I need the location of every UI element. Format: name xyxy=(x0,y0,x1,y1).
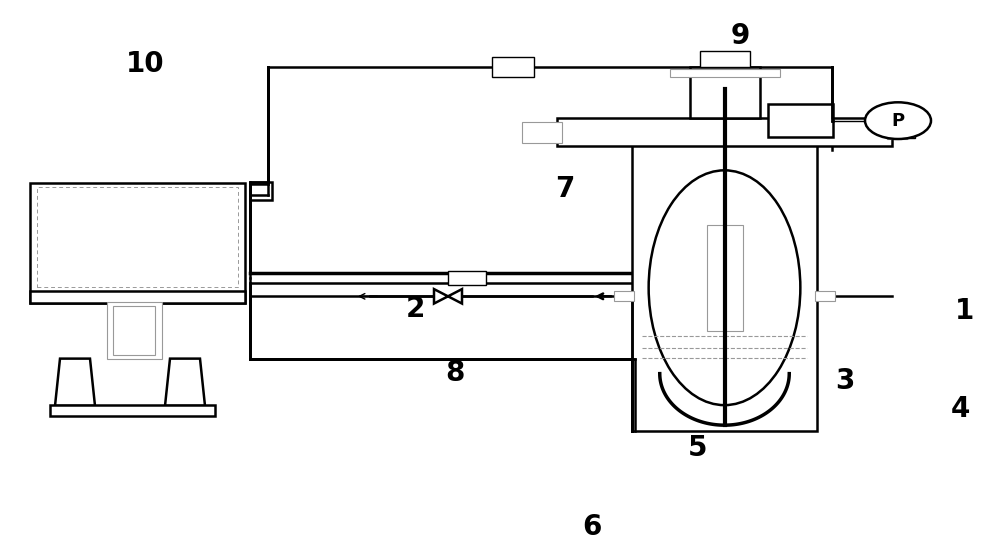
Bar xyxy=(557,118,892,146)
Bar xyxy=(492,57,534,77)
Bar xyxy=(632,145,817,431)
Bar xyxy=(700,51,750,67)
Text: 6: 6 xyxy=(582,513,602,541)
Bar xyxy=(30,183,245,303)
Text: 2: 2 xyxy=(405,295,425,322)
Text: P: P xyxy=(891,112,905,130)
Polygon shape xyxy=(434,289,448,304)
Bar xyxy=(448,271,486,285)
Bar xyxy=(815,291,835,301)
Bar xyxy=(670,69,780,77)
Bar xyxy=(614,291,634,301)
Text: 4: 4 xyxy=(950,395,970,423)
Text: 7: 7 xyxy=(555,175,575,203)
Bar xyxy=(690,67,760,118)
Bar xyxy=(30,291,245,303)
Polygon shape xyxy=(165,359,205,406)
Bar xyxy=(50,405,215,416)
Text: 3: 3 xyxy=(835,367,855,395)
Bar xyxy=(250,182,272,200)
Text: 5: 5 xyxy=(688,434,708,461)
Bar xyxy=(107,302,162,359)
Text: 8: 8 xyxy=(445,359,465,386)
Bar xyxy=(897,128,915,138)
Bar xyxy=(522,122,562,143)
Bar xyxy=(768,104,832,137)
Polygon shape xyxy=(55,359,95,406)
Circle shape xyxy=(865,102,931,139)
Text: 9: 9 xyxy=(730,22,750,50)
Text: 1: 1 xyxy=(955,297,975,325)
Bar xyxy=(887,127,907,139)
Ellipse shape xyxy=(649,170,800,405)
Bar xyxy=(706,225,742,331)
Polygon shape xyxy=(448,289,462,304)
Bar xyxy=(113,306,155,355)
Text: 10: 10 xyxy=(126,50,164,78)
Bar xyxy=(37,187,238,287)
